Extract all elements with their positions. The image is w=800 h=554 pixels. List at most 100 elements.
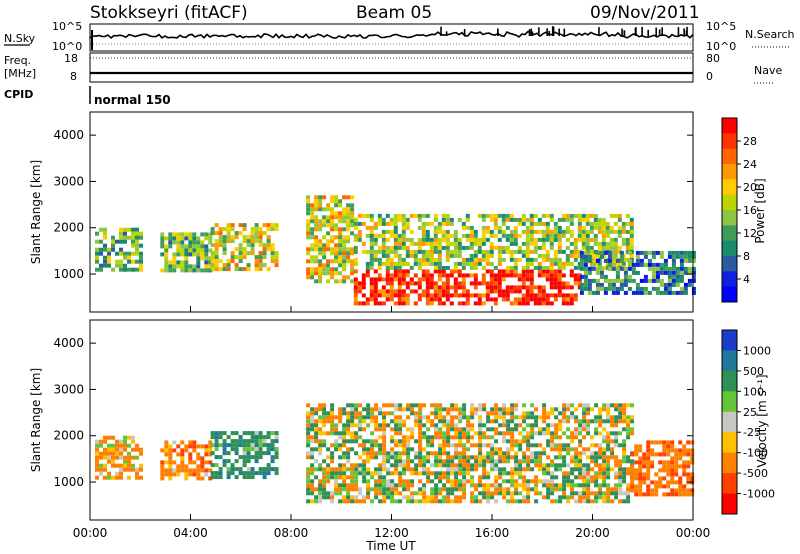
echo-cell <box>589 213 594 218</box>
echo-cell <box>409 265 414 270</box>
echo-cell <box>326 463 331 468</box>
echo-cell <box>663 290 668 295</box>
echo-cell <box>590 407 595 412</box>
echo-cell <box>357 229 362 234</box>
echo-cell <box>398 407 403 412</box>
echo-cell <box>434 431 439 436</box>
echo-cell <box>346 259 351 264</box>
echo-cell <box>629 233 634 238</box>
echo-cell <box>306 419 311 424</box>
echo-cell <box>457 273 462 278</box>
echo-cell <box>381 245 386 250</box>
echo-cell <box>590 459 595 464</box>
echo-cell <box>234 443 239 448</box>
echo-cell <box>361 293 366 298</box>
echo-cell <box>160 476 165 481</box>
echo-cell <box>634 476 639 481</box>
echo-cell <box>622 447 627 452</box>
echo-cell <box>214 255 219 260</box>
echo-cell <box>115 443 119 448</box>
echo-cell <box>473 261 478 266</box>
echo-cell <box>95 463 99 468</box>
echo-cell <box>517 289 522 294</box>
echo-cell <box>514 427 519 432</box>
echo-cell <box>342 411 347 416</box>
echo-cell <box>626 467 631 472</box>
echo-cell <box>274 471 279 476</box>
echo-cell <box>306 227 311 232</box>
echo-cell <box>318 271 323 276</box>
echo-cell <box>445 229 450 234</box>
echo-cell <box>176 264 181 269</box>
echo-cell <box>246 447 251 452</box>
echo-cell <box>686 464 691 469</box>
echo-cell <box>357 233 362 238</box>
colorbar-tick-label: 28 <box>743 135 757 148</box>
echo-cell <box>442 459 447 464</box>
echo-cell <box>389 245 394 250</box>
echo-cell <box>402 479 407 484</box>
echo-cell <box>529 277 534 282</box>
echo-cell <box>441 269 446 274</box>
echo-cell <box>490 467 495 472</box>
echo-cell <box>558 435 563 440</box>
echo-cell <box>226 259 231 264</box>
echo-cell <box>687 250 692 255</box>
echo-cell <box>418 459 423 464</box>
echo-cell <box>525 289 530 294</box>
echo-cell <box>210 471 215 476</box>
echo-cell <box>429 261 434 266</box>
echo-cell <box>422 495 427 500</box>
echo-cell <box>583 262 588 267</box>
echo-cell <box>509 269 514 274</box>
echo-cell <box>462 407 467 412</box>
colorbar-swatch <box>722 452 737 474</box>
echo-cell <box>517 273 522 278</box>
echo-cell <box>378 471 383 476</box>
echo-cell <box>474 411 479 416</box>
echo-cell <box>578 439 583 444</box>
echo-cell <box>350 419 355 424</box>
echo-cell <box>538 479 543 484</box>
echo-cell <box>562 459 567 464</box>
echo-cell <box>627 266 632 271</box>
echo-cell <box>561 297 566 302</box>
echo-cell <box>342 467 347 472</box>
echo-cell <box>454 403 459 408</box>
echo-cell <box>631 266 636 271</box>
echo-cell <box>647 278 652 283</box>
echo-cell <box>318 479 323 484</box>
echo-cell <box>369 289 374 294</box>
echo-cell <box>609 245 614 250</box>
echo-cell <box>489 241 494 246</box>
echo-cell <box>525 273 530 278</box>
echo-cell <box>490 443 495 448</box>
echo-cell <box>242 235 247 240</box>
echo-cell <box>394 415 399 420</box>
echo-cell <box>123 267 127 272</box>
echo-cell <box>602 467 607 472</box>
echo-cell <box>629 217 634 222</box>
echo-cell <box>437 257 442 262</box>
echo-cell <box>630 468 635 473</box>
echo-cell <box>433 245 438 250</box>
echo-cell <box>586 471 591 476</box>
echo-cell <box>607 262 612 267</box>
echo-cell <box>615 278 620 283</box>
echo-cell <box>406 427 411 432</box>
echo-cell <box>208 452 213 457</box>
echo-cell <box>561 249 566 254</box>
echo-cell <box>577 277 582 282</box>
echo-cell <box>369 281 374 286</box>
echo-cell <box>361 241 366 246</box>
echo-cell <box>361 249 366 254</box>
echo-cell <box>357 237 362 242</box>
echo-cell <box>258 467 263 472</box>
echo-cell <box>338 235 343 240</box>
echo-cell <box>603 258 608 263</box>
echo-cell <box>462 495 467 500</box>
colorbar-swatch <box>722 164 737 180</box>
echo-cell <box>590 451 595 456</box>
echo-cell <box>533 285 538 290</box>
echo-cell <box>254 451 259 456</box>
